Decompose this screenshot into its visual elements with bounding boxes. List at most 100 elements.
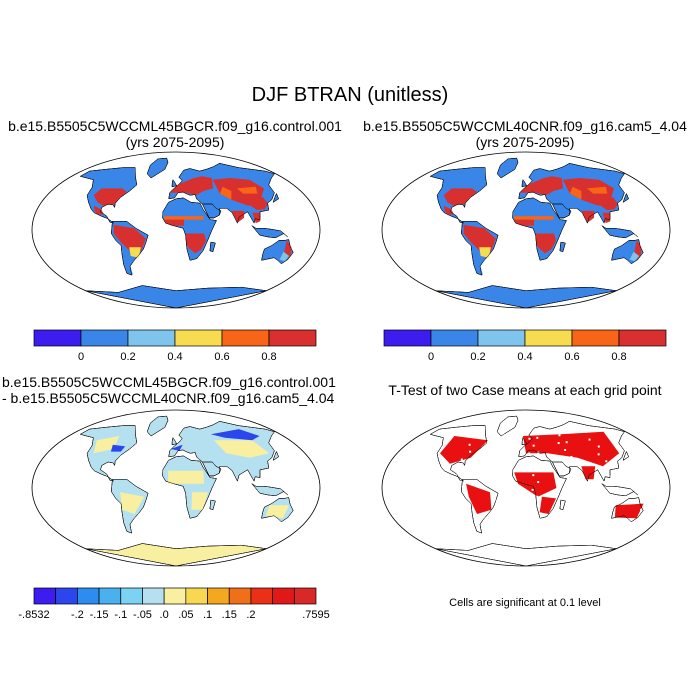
coast-uk — [171, 179, 178, 188]
coast-arabia — [201, 461, 222, 477]
insignificant-cell — [499, 455, 502, 458]
colorbar-swatch — [221, 329, 270, 347]
panel-case2-title-line1: b.e15.B5505C5WCCML40CNR.f09_g16.cam5_4.0… — [363, 118, 687, 134]
btran-low-arabia — [203, 205, 219, 217]
insignificant-cell — [431, 512, 434, 515]
insignificant-cell — [565, 441, 568, 444]
insignificant-cell — [480, 429, 483, 432]
btran-high-safrica — [185, 233, 207, 254]
colorbar-swatch — [228, 587, 252, 605]
colorbar-label: -.05 — [133, 609, 152, 621]
colorbar-label: 0.4 — [517, 351, 532, 363]
colorbar-swatch — [571, 329, 620, 347]
coast-northAmerica — [429, 167, 488, 224]
insignificant-cell — [532, 459, 535, 462]
insignificant-cell — [641, 456, 644, 459]
btran-low-caus — [617, 247, 633, 258]
coast-northAmerica — [79, 425, 138, 482]
insignificant-cell — [460, 458, 463, 461]
colorbar-swatch — [77, 587, 100, 605]
coast-northAmerica — [429, 425, 488, 482]
coast-eurasia — [518, 163, 625, 224]
btran-high-asia — [212, 178, 264, 206]
colorbar-label: 0.8 — [611, 351, 626, 363]
insignificant-cell — [468, 443, 471, 446]
btran-high-europe — [519, 176, 564, 196]
insignificant-cell — [454, 488, 456, 490]
insignificant-cell — [644, 494, 647, 497]
coast-greenland — [146, 157, 169, 179]
insignificant-cell — [650, 486, 653, 489]
coast-uk — [521, 437, 528, 446]
insignificant-cell — [609, 511, 612, 514]
btran-low-arabia — [553, 205, 569, 217]
btran-yellow — [129, 247, 141, 258]
insignificant-cell — [478, 436, 481, 438]
insignificant-cell — [604, 482, 607, 485]
insignificant-cell — [567, 463, 570, 466]
btran-light — [629, 251, 640, 262]
colorbar-label: -.1 — [114, 609, 127, 621]
colorbar-case2: 0 0.2 0.4 0.6 0.8 — [383, 329, 667, 363]
insignificant-cell — [528, 437, 531, 440]
colorbar-swatch — [127, 329, 176, 347]
insignificant-cell — [575, 507, 578, 510]
panel-diff-title-line1: b.e15.B5505C5WCCML45BGCR.f09_g16.control… — [2, 374, 336, 390]
btran-high-china — [249, 197, 268, 211]
insignificant-cell — [527, 467, 530, 470]
btran-low-caus — [267, 247, 283, 258]
btran-yellow — [479, 247, 491, 258]
insignificant-cell — [422, 513, 425, 516]
insignificant-cell — [428, 497, 431, 500]
insignificant-cell — [495, 484, 498, 487]
colorbar-swatch — [163, 587, 187, 605]
insignificant-cell — [422, 490, 425, 493]
btran-light — [279, 251, 290, 262]
diff-positive-1 — [214, 440, 270, 458]
insignificant-cell — [500, 491, 503, 494]
coast-southAmerica — [461, 479, 499, 534]
btran-low-sahara — [513, 201, 552, 215]
coast-australia — [261, 497, 294, 523]
colorbar-label: -.8532 — [18, 609, 49, 621]
coast-africa — [512, 197, 567, 261]
map-case1 — [31, 151, 321, 309]
insignificant-cell — [597, 453, 600, 456]
insignificant-cell — [464, 501, 467, 504]
significant-region-0 — [440, 436, 488, 464]
insignificant-cell — [605, 460, 608, 463]
insignificant-cell — [601, 428, 604, 431]
btran-low-sahara — [163, 201, 202, 215]
panel-case1-title-line2: (yrs 2075-2095) — [125, 134, 225, 150]
map-frame — [381, 151, 671, 309]
insignificant-cell — [565, 507, 568, 510]
insignificant-cell — [558, 434, 561, 437]
panel-case2-title-line2: (yrs 2075-2095) — [475, 134, 575, 150]
insignificant-cell — [615, 435, 618, 438]
insignificant-cell — [430, 454, 433, 457]
insignificant-cell — [571, 521, 574, 524]
insignificant-cell — [430, 520, 433, 523]
insignificant-cell — [404, 522, 407, 525]
coast-japan — [272, 193, 279, 203]
btran-high-china — [599, 197, 618, 211]
insignificant-cell — [571, 500, 574, 503]
btran-high-seasia — [252, 212, 261, 224]
insignificant-cell — [454, 502, 457, 505]
insignificant-cell — [557, 442, 560, 445]
insignificant-cell — [628, 442, 631, 445]
btran-low-patag — [474, 264, 483, 276]
colorbar-swatch — [477, 329, 526, 347]
panel-diff-title-line2: - b.e15.B5505C5WCCML40CNR.f09_g16.cam5_4… — [2, 390, 335, 406]
colorbar-label: -.15 — [90, 609, 109, 621]
colorbar-label: 0.8 — [261, 351, 276, 363]
insignificant-cell — [497, 448, 500, 451]
coast-madagascar — [209, 499, 216, 511]
diff-positive-0 — [168, 470, 204, 484]
insignificant-cell — [621, 442, 624, 445]
insignificant-cell — [573, 485, 576, 488]
coast-japan — [622, 451, 629, 461]
coast-greenland — [496, 157, 519, 179]
coast-southAmerica — [461, 221, 499, 276]
btran-low-canada — [98, 169, 132, 180]
